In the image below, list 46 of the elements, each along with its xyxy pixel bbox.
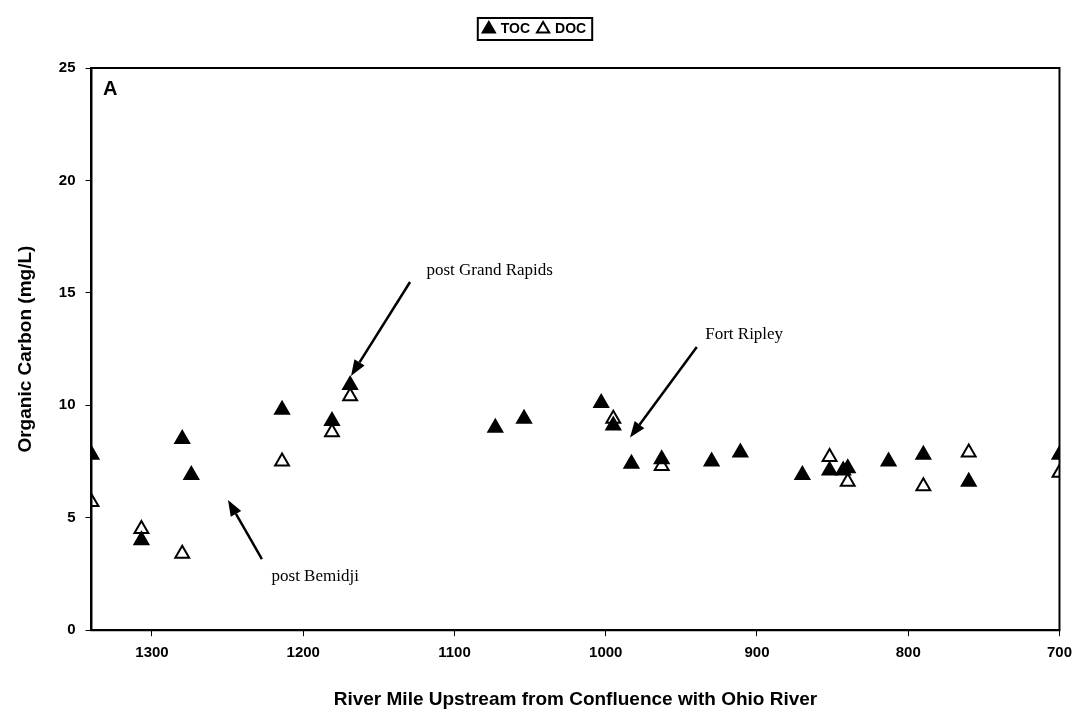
annotation: post Bemidji [271, 565, 360, 585]
point [487, 418, 504, 433]
point [915, 477, 932, 492]
x-tick-label: 1300 [135, 643, 169, 661]
annotation: post Grand Rapids [426, 260, 553, 280]
point [880, 452, 897, 467]
point [653, 450, 670, 465]
y-tick-label: 0 [67, 620, 76, 638]
point [274, 400, 290, 415]
point [623, 454, 640, 469]
y-tick-label: 10 [58, 395, 76, 413]
point [960, 443, 977, 458]
x-axis-title: River Mile Upstream from Confluence with Ohio River [333, 687, 818, 709]
point [915, 445, 932, 460]
point [516, 409, 532, 424]
y-tick-label: 25 [58, 58, 76, 76]
y-tick-label: 5 [67, 507, 76, 525]
y-axis-title: Organic Carbon (mg/L) [13, 245, 35, 453]
point [794, 466, 811, 481]
point [821, 448, 838, 463]
point [593, 394, 610, 409]
y-tick-label: 15 [58, 283, 76, 301]
point [133, 531, 150, 546]
x-tick-label: 800 [895, 643, 921, 661]
point [605, 416, 622, 431]
point [183, 466, 200, 481]
point [732, 443, 749, 458]
annotation: Fort Ripley [705, 323, 784, 343]
point [703, 452, 720, 467]
x-tick-label: 1200 [286, 643, 320, 661]
legend-label: DOC [555, 19, 587, 36]
point [133, 520, 150, 534]
x-tick-label: 1000 [589, 643, 623, 661]
x-tick-label: 900 [744, 643, 770, 661]
legend-label: TOC [500, 19, 531, 36]
point [174, 544, 191, 559]
point [342, 376, 359, 391]
point [324, 412, 340, 427]
point [821, 461, 838, 476]
y-tick-label: 20 [58, 170, 76, 188]
point [274, 452, 290, 467]
annotation: A [103, 76, 118, 99]
point [960, 472, 977, 487]
x-tick-label: 1100 [438, 643, 471, 661]
x-tick-label: 700 [1046, 643, 1072, 661]
point [174, 430, 191, 445]
